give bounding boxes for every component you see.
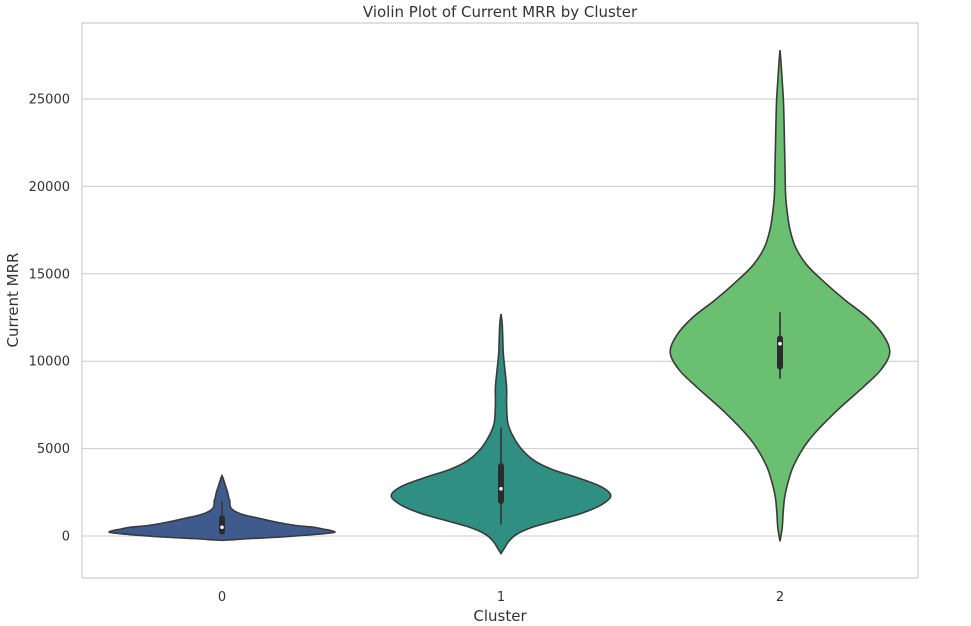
x-tick-labels: 0 1 2 bbox=[218, 590, 784, 605]
y-tick-label: 15000 bbox=[29, 267, 70, 282]
chart-title: Violin Plot of Current MRR by Cluster bbox=[363, 3, 638, 21]
y-tick-label: 5000 bbox=[37, 442, 70, 457]
y-tick-label: 25000 bbox=[29, 93, 70, 108]
violin-group-0 bbox=[108, 473, 336, 542]
plot-frame bbox=[81, 22, 919, 579]
y-tick-label: 0 bbox=[62, 530, 70, 545]
y-tick-label: 20000 bbox=[29, 180, 70, 195]
x-axis-label: Cluster bbox=[473, 607, 527, 625]
x-tick-label: 2 bbox=[776, 590, 784, 605]
violin-median-dot bbox=[220, 525, 224, 530]
violin-median-dot bbox=[778, 341, 782, 346]
violin-median-dot bbox=[499, 487, 503, 491]
x-tick-label: 0 bbox=[218, 590, 226, 605]
violin-group-1 bbox=[390, 313, 612, 555]
violin-body bbox=[669, 49, 891, 542]
y-tick-labels: 0 5000 10000 15000 20000 25000 bbox=[29, 93, 70, 545]
violin-group-2 bbox=[669, 49, 891, 542]
violin-layer bbox=[108, 49, 891, 555]
y-tick-label: 10000 bbox=[29, 355, 70, 370]
x-tick-label: 1 bbox=[497, 590, 505, 605]
y-axis-label: Current MRR bbox=[4, 253, 22, 348]
